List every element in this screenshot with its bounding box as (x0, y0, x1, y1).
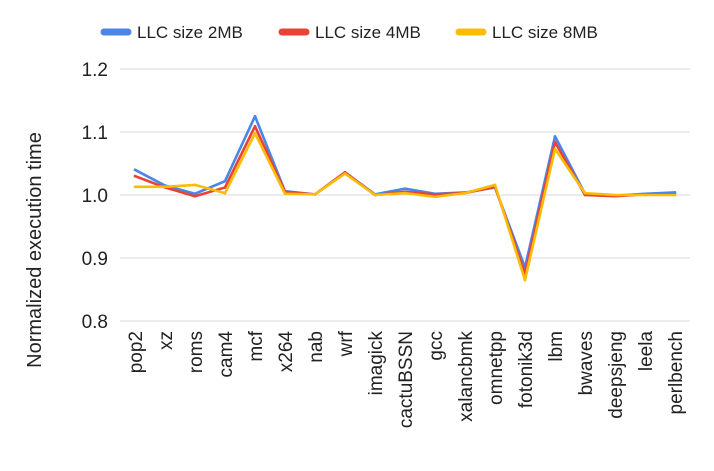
data-point (253, 131, 257, 135)
legend-label: LLC size 8MB (492, 23, 598, 42)
x-tick-label: cam4 (216, 331, 237, 378)
data-point (403, 187, 407, 190)
x-tick-label: leela (636, 331, 657, 372)
series-line-1 (133, 125, 677, 276)
data-point (403, 191, 407, 195)
x-tick-label: pop2 (126, 331, 147, 373)
legend-item: LLC size 8MB (455, 23, 598, 42)
data-point (433, 193, 437, 196)
y-tick-label: 1.1 (82, 123, 108, 144)
data-point (133, 168, 137, 172)
x-tick-label: wrf (336, 330, 357, 357)
data-point (553, 147, 557, 151)
data-point (433, 195, 437, 199)
series-lines (133, 114, 677, 282)
y-tick-label: 0.9 (82, 249, 108, 270)
data-point (193, 194, 197, 198)
data-point (553, 140, 557, 144)
x-tick-label: mcf (246, 330, 267, 361)
data-point (193, 192, 197, 196)
data-point (523, 278, 527, 282)
y-axis-title: Normalized execution time (24, 132, 46, 368)
x-tick-label: cactuBSSN (396, 331, 417, 428)
x-tick-label: xalancbmk (456, 331, 477, 422)
data-point (553, 135, 557, 138)
y-tick-label: 1.2 (82, 60, 108, 81)
x-tick-label: roms (186, 331, 207, 373)
data-point (493, 183, 497, 187)
data-point (223, 179, 227, 183)
legend: LLC size 2MB LLC size 4MB LLC size 8MB (100, 23, 598, 42)
data-point (583, 191, 587, 195)
data-point (613, 193, 617, 197)
x-tick-label: nab (306, 331, 327, 363)
data-point (163, 185, 167, 189)
x-tick-label: perlbench (666, 331, 687, 414)
data-point (253, 114, 257, 118)
x-tick-label: bwaves (576, 331, 597, 395)
data-point (223, 186, 227, 189)
x-tick-label: gcc (426, 331, 447, 361)
y-axis-ticks: 0.8 0.9 1.0 1.1 1.2 (82, 60, 108, 333)
data-point (643, 193, 647, 197)
data-point (223, 191, 227, 195)
legend-label: LLC size 2MB (137, 23, 243, 42)
data-point (463, 191, 467, 195)
data-point (343, 172, 347, 175)
data-point (133, 174, 137, 178)
data-point (373, 193, 377, 197)
data-point (313, 193, 317, 196)
x-tick-label: x264 (276, 331, 297, 373)
x-tick-label: lbm (546, 331, 567, 362)
x-tick-label: fotonik3d (516, 331, 537, 408)
y-tick-label: 0.8 (82, 312, 108, 333)
x-tick-label: imagick (366, 331, 387, 396)
x-tick-label: xz (156, 331, 177, 350)
legend-label: LLC size 4MB (315, 23, 421, 42)
data-point (193, 183, 197, 187)
x-axis-ticks: pop2 xz roms cam4 mcf x264 nab wrf imagick cactuB… (126, 330, 687, 428)
legend-item: LLC size 2MB (100, 23, 243, 42)
data-point (283, 192, 287, 196)
x-tick-label: omnetpp (486, 331, 507, 405)
data-point (673, 193, 677, 197)
y-tick-label: 1.0 (82, 186, 108, 207)
data-point (253, 125, 257, 128)
data-point (133, 185, 137, 189)
x-tick-label: deepsjeng (606, 331, 627, 419)
legend-item: LLC size 4MB (278, 23, 421, 42)
